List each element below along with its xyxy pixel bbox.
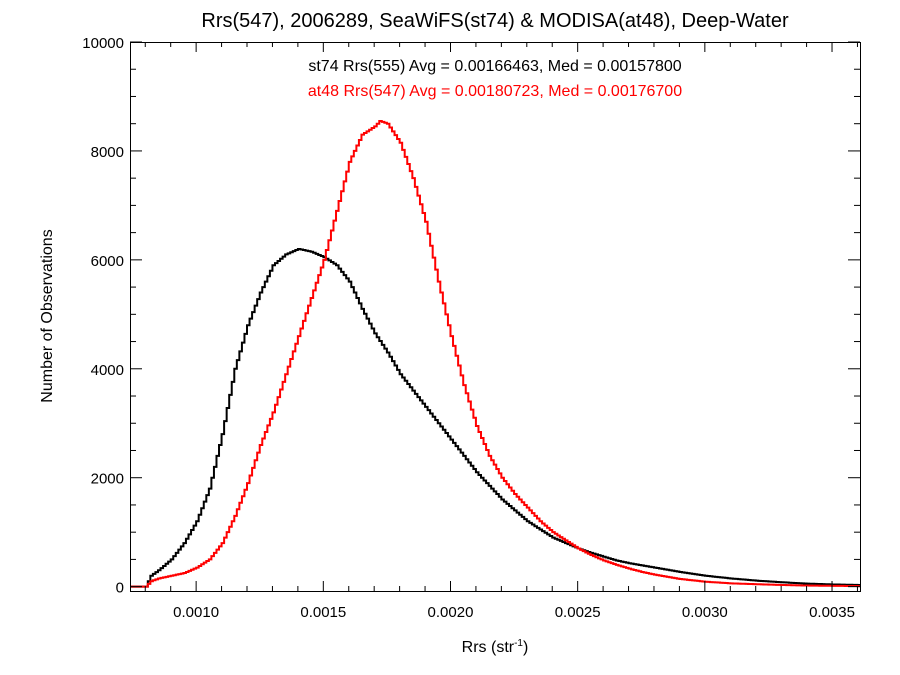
x-axis: 0.0010 0.0015 0.0020 0.0025 0.0030 0.0035 [144,42,858,621]
x-axis-label: Rrs (str-1) [462,638,529,656]
y-axis: 0 2000 4000 6000 8000 10000 [82,35,860,597]
series-1-line [130,119,860,588]
annotation-at48: at48 Rrs(547) Avg = 0.00180723, Med = 0.… [308,83,682,100]
y-tick-label: 4000 [91,362,124,379]
x-tick-label: 0.0030 [682,604,728,621]
plot-series [130,119,860,588]
x-tick-label: 0.0020 [428,604,474,621]
y-tick-label: 8000 [91,144,124,161]
x-tick-label: 0.0010 [173,604,219,621]
x-axis-label-close: ) [523,639,528,656]
x-axis-label-base: Rrs (str [462,639,515,656]
x-tick-label: 0.0015 [300,604,346,621]
y-tick-label: 2000 [91,471,124,488]
series-0-line [130,247,860,588]
x-axis-label-superscript: -1 [514,638,523,649]
x-tick-label: 0.0035 [809,604,855,621]
annotation-st74: st74 Rrs(555) Avg = 0.00166463, Med = 0.… [308,58,681,75]
chart-title: Rrs(547), 2006289, SeaWiFS(st74) & MODIS… [201,10,789,32]
y-tick-label: 6000 [91,253,124,270]
y-tick-label: 10000 [82,35,124,52]
y-tick-label: 0 [116,580,124,597]
plot-frame [130,42,861,592]
x-tick-label: 0.0025 [555,604,601,621]
y-axis-label: Number of Observations [39,229,56,402]
